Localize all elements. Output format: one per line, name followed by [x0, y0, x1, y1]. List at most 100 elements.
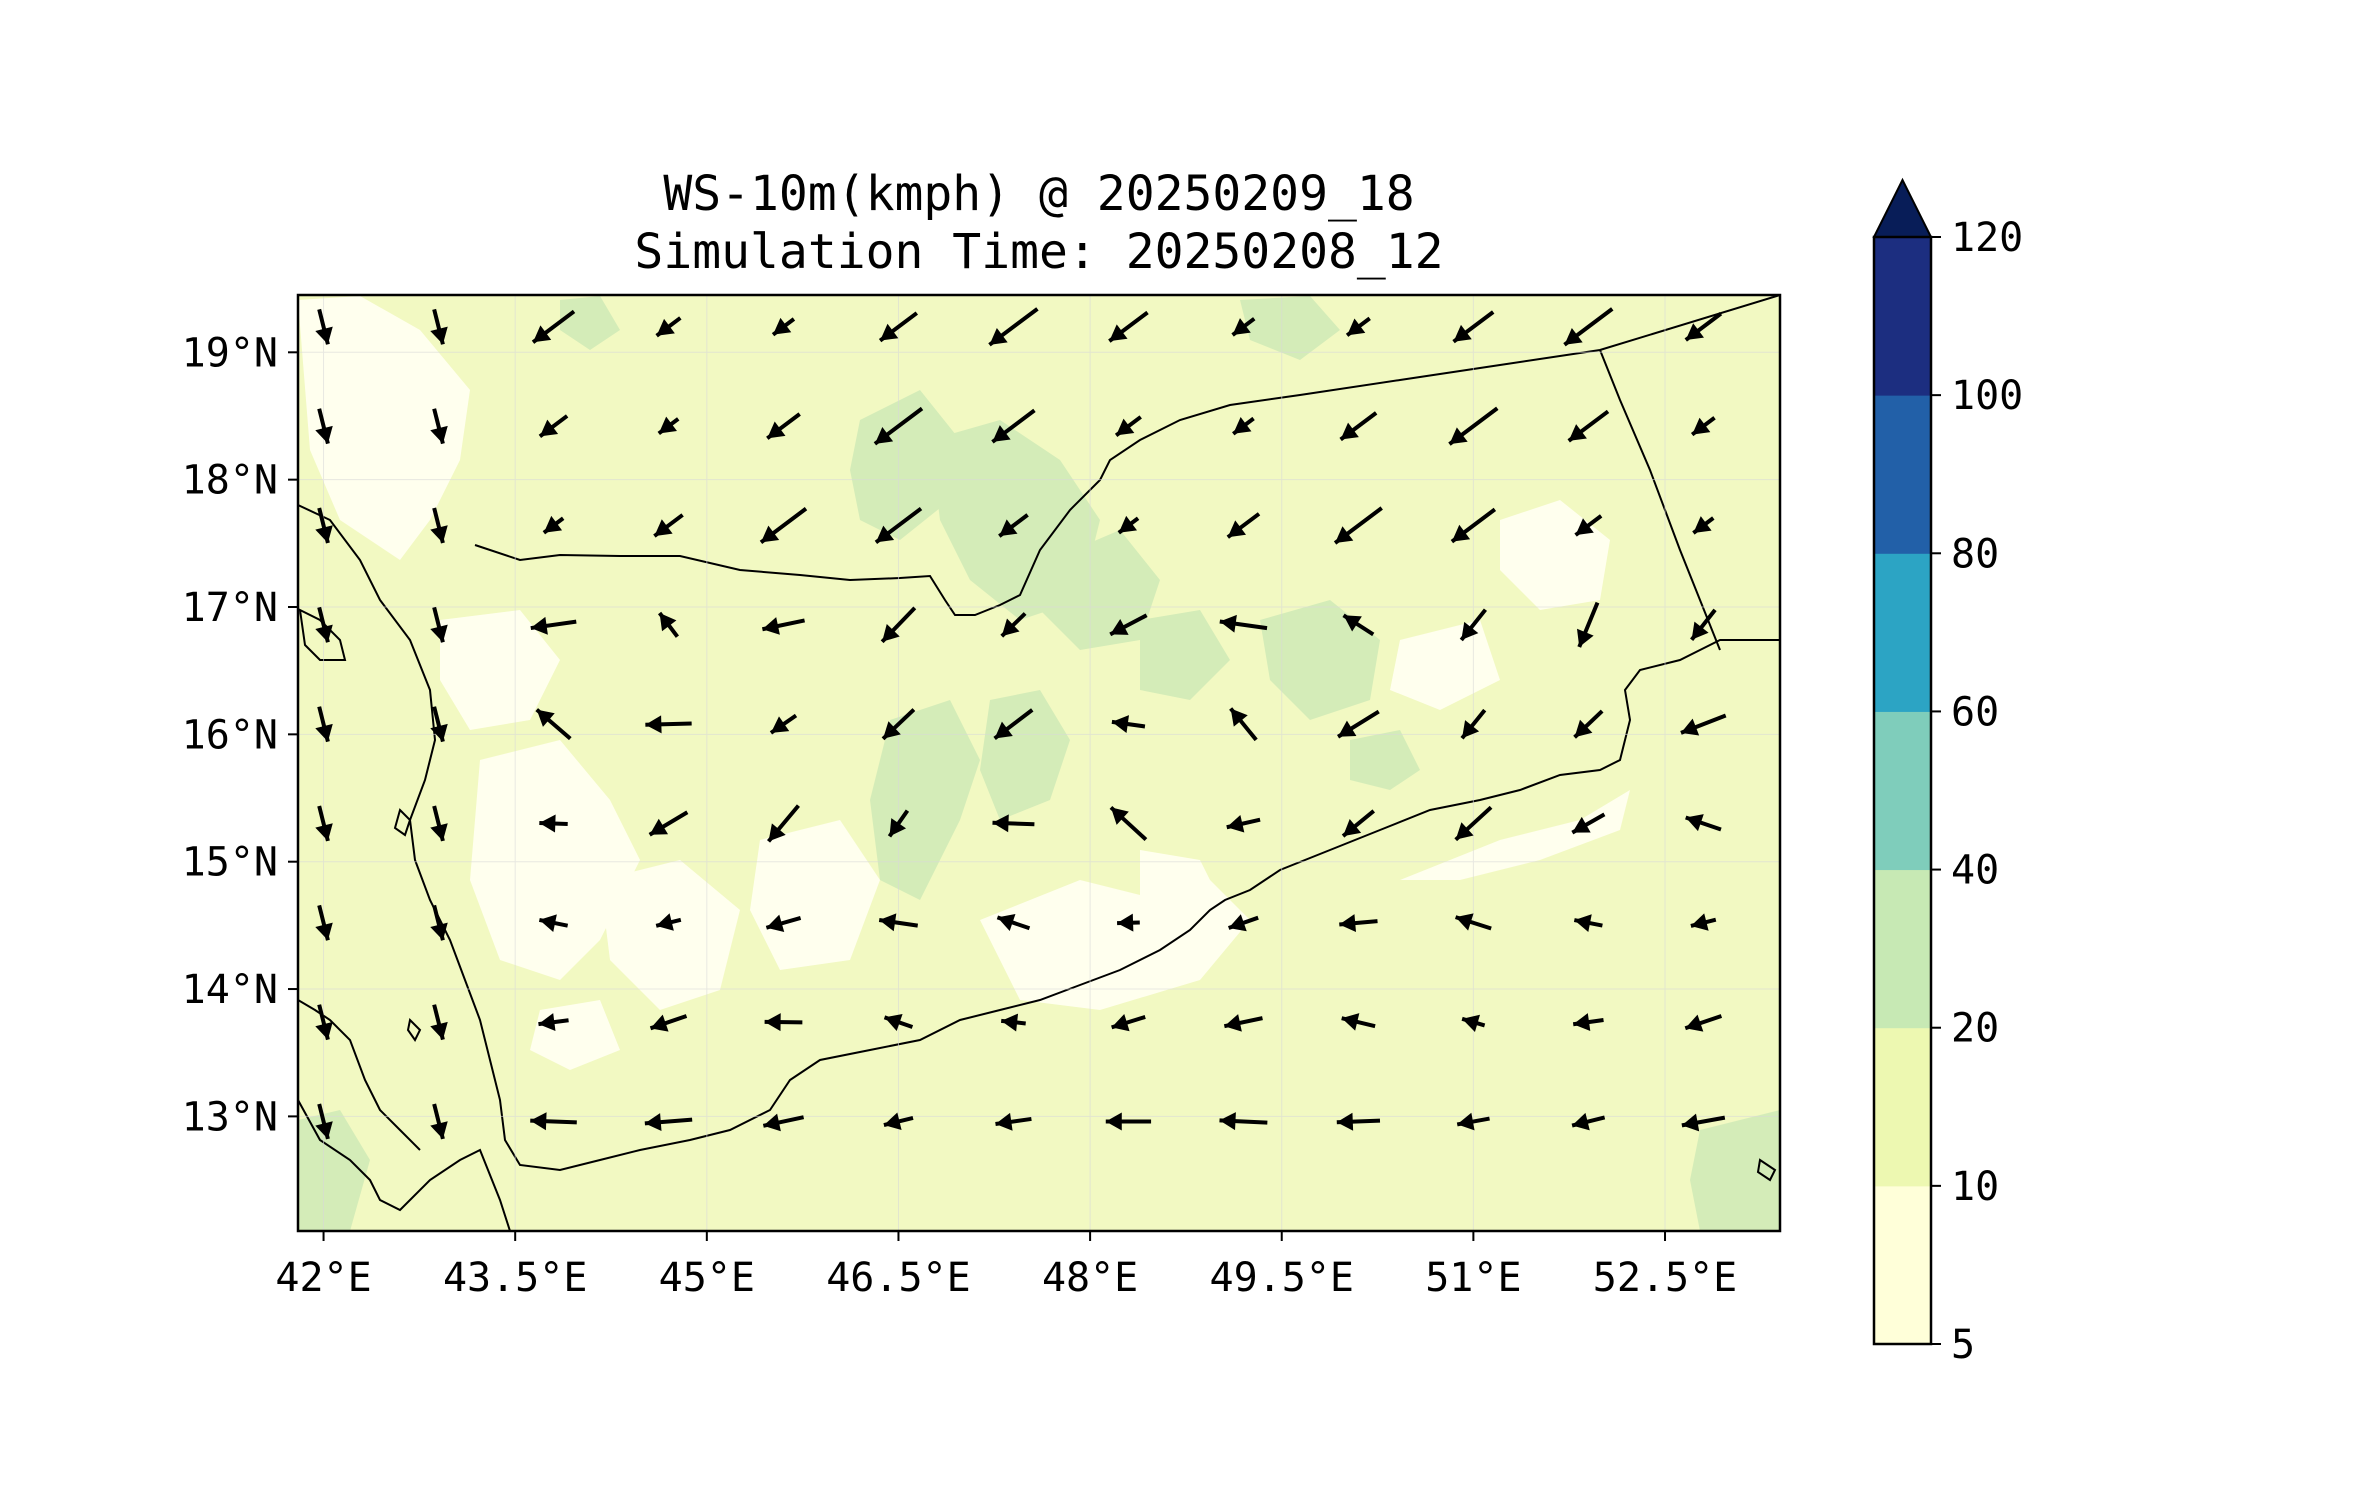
- y-tick-label: 16°N: [182, 712, 278, 758]
- wind-arrow: [766, 804, 800, 843]
- wind-arrow: [883, 1014, 914, 1032]
- wind-arrow: [430, 408, 448, 445]
- x-tick-label: 43.5°E: [443, 1255, 588, 1301]
- wind-arrow: [1685, 814, 1722, 832]
- wind-arrow: [530, 1112, 577, 1131]
- wind-arrow: [1105, 1112, 1152, 1131]
- wind-arrow: [1339, 914, 1378, 933]
- wind-arrow: [1456, 1112, 1490, 1131]
- y-tick-label: 15°N: [182, 840, 278, 886]
- colorbar-tick-label: 20: [1951, 1006, 1999, 1052]
- wind-arrow: [1342, 613, 1375, 637]
- wind-arrow: [881, 708, 916, 741]
- colorbar-tick-label: 80: [1951, 531, 1999, 577]
- wind-arrow: [1680, 713, 1727, 736]
- wind-arrow: [1108, 310, 1149, 343]
- wind-arrow: [771, 317, 796, 337]
- wind-arrow: [430, 1004, 448, 1041]
- y-tick-label: 19°N: [182, 330, 278, 376]
- wind-arrow: [1223, 1014, 1263, 1032]
- wind-arrow: [1341, 809, 1376, 838]
- wind-arrow: [1684, 312, 1723, 342]
- wind-arrow: [430, 1103, 448, 1140]
- wind-arrow: [1460, 708, 1487, 740]
- wind-arrow: [655, 913, 682, 931]
- wind-arrow: [315, 408, 333, 445]
- wind-arrow: [769, 713, 798, 735]
- wind-arrow: [878, 311, 919, 343]
- wind-arrow: [991, 408, 1036, 444]
- wind-arrow: [1000, 612, 1027, 638]
- wind-arrow: [531, 309, 576, 344]
- wind-arrow: [1461, 1014, 1486, 1032]
- wind-arrow: [1571, 812, 1606, 835]
- colorbar-tick-label: 60: [1951, 689, 1999, 735]
- wind-arrow: [995, 1112, 1032, 1131]
- wind-arrow: [874, 506, 923, 545]
- wind-arrow: [315, 1004, 333, 1041]
- colorbar-tick-label: 40: [1951, 848, 1999, 894]
- colorbar-extend-arrow: [1872, 177, 1933, 238]
- wind-arrow: [1690, 416, 1716, 437]
- wind-arrow: [315, 507, 333, 544]
- wind-arrow: [653, 513, 684, 538]
- wind-arrow: [645, 715, 692, 734]
- wind-arrow: [1452, 310, 1495, 344]
- wind-arrow: [992, 814, 1035, 833]
- wind-arrow: [1337, 709, 1380, 739]
- wind-arrow: [1226, 814, 1261, 833]
- wind-arrow: [761, 617, 805, 635]
- wind-arrow: [1454, 805, 1493, 842]
- wind-arrow: [1339, 411, 1378, 442]
- wind-arrow: [530, 616, 577, 635]
- gridlines: [298, 295, 1780, 1231]
- wind-arrow: [1450, 507, 1497, 544]
- wind-arrow: [1692, 516, 1715, 535]
- wind-arrow: [1219, 614, 1268, 633]
- wind-arrow: [1117, 913, 1140, 932]
- wind-arrow: [1690, 608, 1717, 641]
- wind-arrow: [998, 513, 1029, 538]
- colorbar-segment: [1874, 711, 1931, 871]
- wind-arrow: [1454, 913, 1492, 931]
- wind-arrow: [887, 809, 910, 838]
- wind-arrow: [430, 904, 448, 941]
- x-tick-label: 49.5°E: [1209, 1255, 1354, 1301]
- wind-arrow: [1576, 601, 1600, 648]
- wind-arrow: [655, 316, 682, 338]
- wind-arrow: [1341, 1013, 1376, 1031]
- wind-arrow: [538, 1013, 569, 1031]
- colorbar-tick-label: 100: [1951, 373, 2023, 419]
- wind-arrow: [1345, 316, 1371, 337]
- wind-arrow: [542, 515, 565, 535]
- wind-arrow: [1228, 914, 1259, 932]
- colorbar-segment: [1874, 869, 1931, 1029]
- wind-arrow: [1114, 415, 1142, 437]
- wind-arrow: [315, 1103, 333, 1140]
- wind-arrow: [1571, 1112, 1606, 1131]
- wind-arrow: [1229, 707, 1258, 742]
- wind-arrow: [430, 308, 448, 345]
- x-tick-label: 52.5°E: [1593, 1255, 1738, 1301]
- wind-arrow: [1232, 416, 1255, 436]
- wind-arrow: [1111, 1014, 1146, 1032]
- wind-arrow: [430, 805, 448, 842]
- colorbar-tick-label: 5: [1951, 1322, 1975, 1368]
- wind-arrow: [430, 606, 448, 643]
- x-tick-label: 46.5°E: [826, 1255, 971, 1301]
- wind-arrow: [1109, 805, 1148, 842]
- stronger-wind-areas: [298, 296, 1780, 1231]
- wind-arrow: [1117, 515, 1140, 535]
- wind-arrow: [657, 611, 680, 638]
- map-panel: [298, 295, 1780, 1231]
- wind-arrow: [1448, 406, 1499, 446]
- calm-wind-areas: [298, 296, 1630, 1070]
- colorbar-tick-label: 10: [1951, 1164, 1999, 1210]
- wind-arrow: [1459, 608, 1488, 642]
- colorbar-frame: [1872, 235, 1933, 1346]
- title-line-2: Simulation Time: 20250208_12: [634, 224, 1443, 280]
- wind-arrow: [657, 416, 680, 436]
- wind-arrow: [1219, 1112, 1268, 1131]
- wind-arrow: [883, 1112, 914, 1130]
- x-tick-label: 48°E: [1042, 1255, 1138, 1301]
